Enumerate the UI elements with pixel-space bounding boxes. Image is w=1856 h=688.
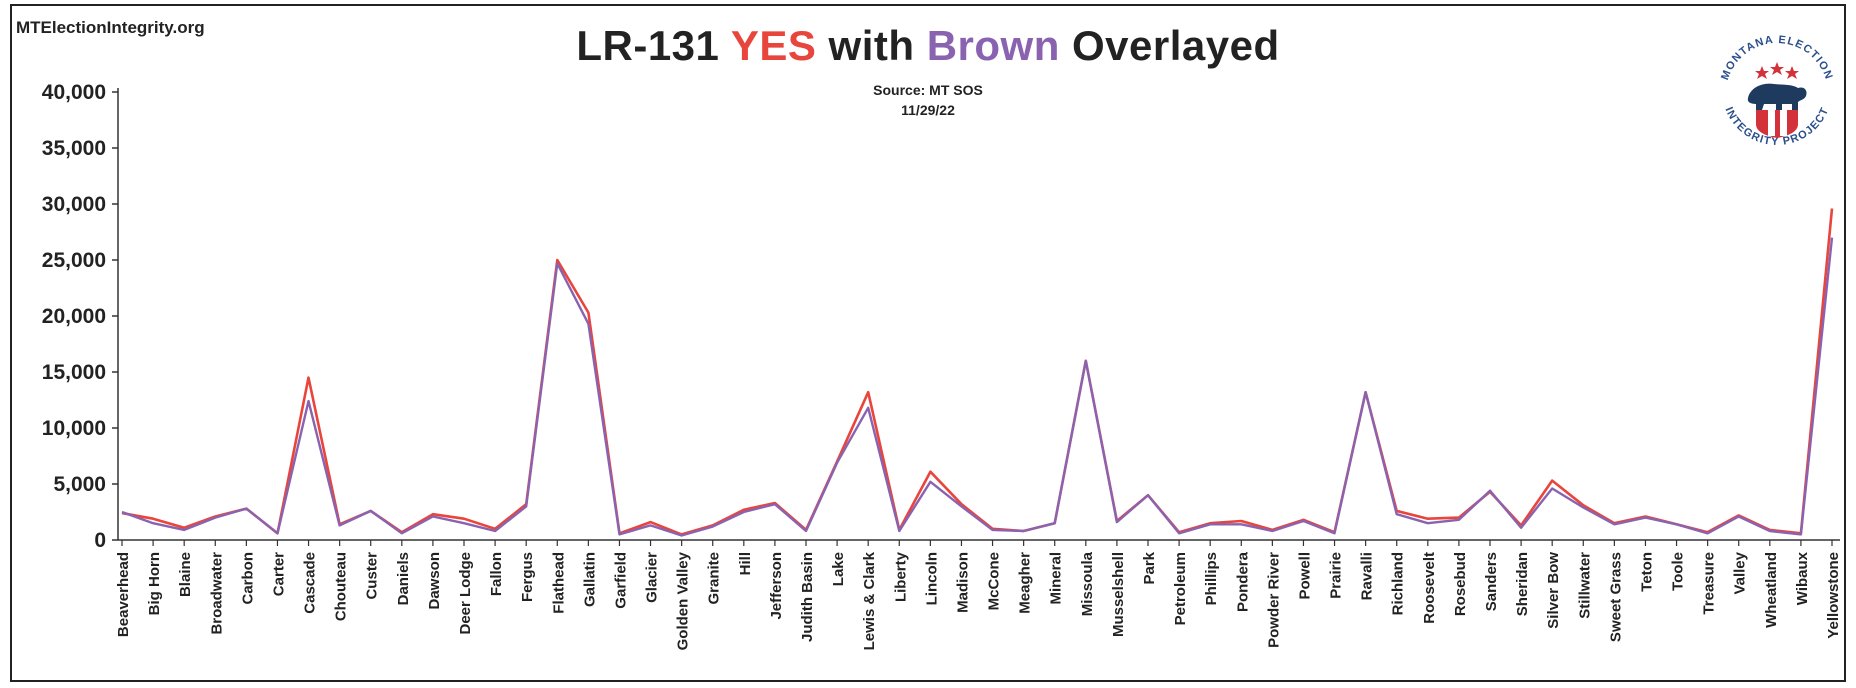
x-tick-label: Mineral xyxy=(1048,552,1065,605)
x-tick-label: Fergus xyxy=(519,552,536,602)
source-text: Source: MT SOS xyxy=(873,82,983,98)
x-tick-label: Stillwater xyxy=(1576,552,1593,619)
title-part-3: Overlayed xyxy=(1059,22,1280,69)
x-tick-label: Carbon xyxy=(239,552,256,605)
x-tick-label: Pondera xyxy=(1234,551,1251,612)
x-tick-label: Custer xyxy=(364,552,381,600)
title-part-1: LR-131 xyxy=(576,22,731,69)
x-tick-label: Big Horn xyxy=(146,552,163,615)
series-line-yes xyxy=(121,208,1834,536)
chart-title: LR-131 YES with Brown Overlayed xyxy=(0,22,1856,70)
bear-shield-icon: MONTANA ELECTION INTEGRITY PROJECT xyxy=(1719,34,1834,148)
site-label: MTElectionIntegrity.org xyxy=(16,18,205,37)
source-date: 11/29/22 xyxy=(901,102,955,118)
x-tick-label: Granite xyxy=(706,552,723,605)
x-tick-label: Wheatland xyxy=(1763,552,1780,628)
x-tick-label: Valley xyxy=(1732,551,1749,594)
x-tick-label: Petroleum xyxy=(1172,552,1189,625)
y-tick-label: 30,000 xyxy=(42,193,106,216)
x-tick-label: Wibaux xyxy=(1794,551,1811,605)
x-tick-label: Hill xyxy=(737,552,754,575)
x-tick-label: Park xyxy=(1141,551,1158,584)
x-tick-label: Missoula xyxy=(1079,551,1096,616)
x-tick-label: Dawson xyxy=(426,552,443,610)
x-tick-label: Ravalli xyxy=(1359,552,1376,600)
x-tick-label: Carter xyxy=(270,552,287,596)
x-tick-label: Golden Valley xyxy=(675,551,692,650)
chart-frame xyxy=(10,4,1846,682)
x-tick-label: Toole xyxy=(1670,552,1687,591)
x-tick-label: Gallatin xyxy=(581,552,598,607)
y-tick-label: 40,000 xyxy=(42,81,106,104)
y-tick-label: 35,000 xyxy=(42,137,106,160)
x-tick-label: McCone xyxy=(986,552,1003,610)
x-tick-label: Garfield xyxy=(612,552,629,609)
y-tick-label: 0 xyxy=(94,529,106,552)
title-part-2: with xyxy=(816,22,927,69)
x-tick-label: Liberty xyxy=(892,551,909,602)
x-tick-label: Fallon xyxy=(488,552,505,596)
x-tick-label: Lake xyxy=(830,552,847,586)
series-line-brown xyxy=(121,237,1834,537)
x-tick-label: Treasure xyxy=(1701,552,1718,615)
x-tick-label: Daniels xyxy=(395,552,412,605)
x-tick-label: Chouteau xyxy=(333,552,350,621)
x-tick-label: Jefferson xyxy=(768,552,785,620)
y-tick-label: 20,000 xyxy=(42,305,106,328)
x-tick-label: Silver Bow xyxy=(1545,552,1562,629)
x-tick-label: Sweet Grass xyxy=(1607,552,1624,642)
x-tick-label: Flathead xyxy=(550,552,567,614)
title-brown: Brown xyxy=(926,22,1060,69)
y-tick-label: 10,000 xyxy=(42,417,106,440)
title-yes: YES xyxy=(730,22,817,69)
x-tick-label: Meagher xyxy=(1017,552,1034,614)
x-tick-label: Richland xyxy=(1390,552,1407,615)
x-tick-label: Powell xyxy=(1296,552,1313,600)
x-tick-label: Blaine xyxy=(177,552,194,597)
x-tick-label: Phillips xyxy=(1203,552,1220,605)
x-tick-label: Roosevelt xyxy=(1421,552,1438,624)
y-tick-label: 15,000 xyxy=(42,361,106,384)
x-tick-label: Cascade xyxy=(302,552,319,614)
x-tick-label: Broadwater xyxy=(208,552,225,635)
x-tick-label: Lewis & Clark xyxy=(861,551,878,650)
x-tick-label: Musselshell xyxy=(1110,552,1127,637)
x-tick-label: Beaverhead xyxy=(115,552,132,637)
x-tick-label: Teton xyxy=(1638,552,1655,592)
y-tick-label: 5,000 xyxy=(53,473,106,496)
x-tick-label: Madison xyxy=(954,552,971,613)
x-tick-label: Powder River xyxy=(1265,552,1282,648)
x-tick-label: Prairie xyxy=(1328,552,1345,599)
series-layer xyxy=(121,208,1834,537)
x-tick-label: Rosebud xyxy=(1452,552,1469,616)
x-tick-label: Judith Basin xyxy=(799,552,816,642)
x-tick-label: Yellowstone xyxy=(1825,552,1842,639)
x-tick-label: Lincoln xyxy=(923,552,940,605)
x-axis: Beaverhead Big Horn Blaine Broadwater Carbon… xyxy=(115,539,1842,650)
source-block: Source: MT SOS 11/29/22 xyxy=(0,80,1856,120)
x-tick-label: Deer Lodge xyxy=(457,552,474,635)
x-tick-label: Glacier xyxy=(644,552,661,603)
y-axis: 0 5,000 10,000 15,000 20,000 25,000 30,000 35,0… xyxy=(42,81,119,552)
x-tick-label: Sheridan xyxy=(1514,552,1531,616)
x-tick-label: Sanders xyxy=(1483,552,1500,611)
y-tick-label: 25,000 xyxy=(42,249,106,272)
